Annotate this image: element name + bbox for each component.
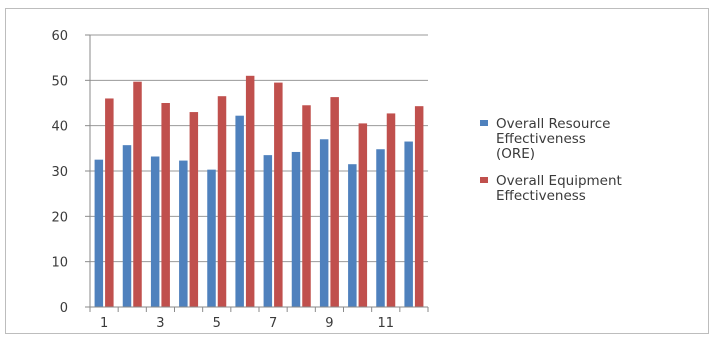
bar-oee-10 (358, 123, 368, 308)
bar-oee-9 (330, 97, 339, 308)
y-tick-label-10: 10 (51, 256, 68, 271)
bar-oee-4 (189, 112, 199, 307)
y-tick-label-50: 50 (51, 74, 68, 89)
bar-ore-10 (348, 164, 357, 307)
legend-label-ore-line-2: Effectiveness (496, 131, 586, 147)
bars (94, 75, 424, 308)
bar-oee-3 (161, 103, 170, 307)
bar-oee-6 (245, 75, 255, 307)
bar-oee-5 (217, 96, 227, 307)
bar-ore-8 (291, 151, 301, 307)
bar-ore-12 (404, 141, 413, 307)
x-tick-label-5: 5 (213, 316, 221, 331)
legend-label-oee-line-1: Overall Equipment (496, 173, 622, 189)
gridlines (90, 34, 428, 263)
x-tick-label-11: 11 (377, 316, 394, 331)
y-axis-tick-labels: 0 10 20 30 40 50 60 (51, 29, 68, 316)
y-tick-label-0: 0 (60, 301, 68, 316)
legend: Overall ResourceEffectiveness(ORE)Overal… (480, 116, 622, 204)
y-tick-label-40: 40 (51, 120, 68, 135)
bar-ore-3 (150, 156, 160, 307)
bar-oee-8 (302, 105, 311, 308)
bar-ore-7 (263, 155, 273, 307)
bar-ore-11 (376, 149, 385, 307)
y-tick-label-20: 20 (51, 210, 68, 225)
bar-oee-7 (274, 82, 283, 307)
legend-swatch-oee (480, 177, 488, 183)
bar-ore-9 (319, 139, 329, 307)
legend-label-ore-line-1: Overall Resource (496, 116, 610, 132)
x-tick-label-9: 9 (325, 316, 333, 331)
bar-ore-2 (122, 145, 132, 307)
bar-ore-5 (207, 169, 216, 307)
legend-label-oee-line-2: Effectiveness (496, 188, 586, 204)
y-tick-label-30: 30 (51, 165, 68, 180)
bar-ore-1 (94, 159, 104, 307)
bar-oee-1 (105, 98, 114, 307)
bar-ore-6 (235, 115, 244, 308)
bar-oee-11 (386, 113, 396, 307)
legend-swatch-ore (480, 120, 488, 126)
bar-ore-4 (179, 160, 188, 307)
bar-oee-12 (414, 106, 424, 307)
axes (85, 34, 429, 312)
legend-label-ore-line-3: (ORE) (496, 146, 535, 162)
y-tick-label-60: 60 (51, 29, 68, 44)
x-tick-label-3: 3 (156, 316, 164, 331)
x-axis-tick-labels: 1 3 5 7 9 11 (100, 316, 394, 331)
bar-oee-2 (133, 81, 142, 308)
x-tick-label-7: 7 (269, 316, 277, 331)
x-tick-label-1: 1 (100, 316, 108, 331)
